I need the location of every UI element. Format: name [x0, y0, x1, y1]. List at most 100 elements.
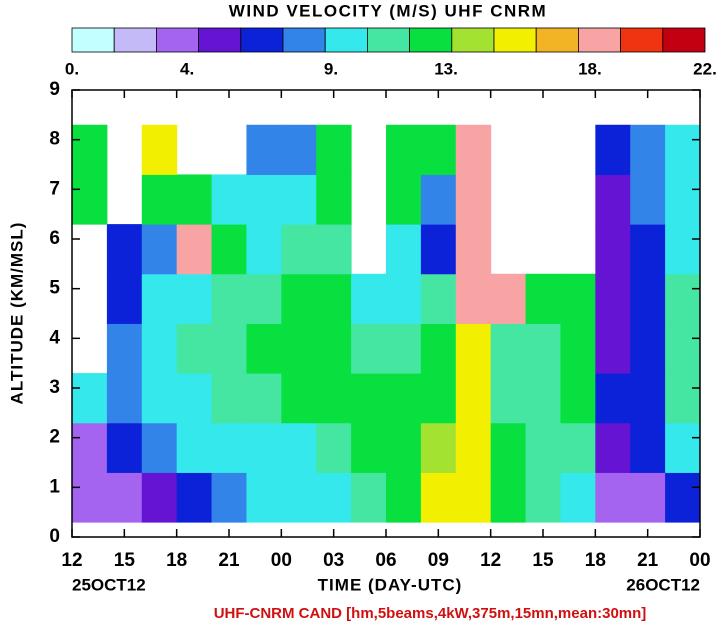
- heat-cell: [351, 273, 387, 324]
- x-tick-label: 00: [689, 550, 710, 571]
- heat-cell: [665, 224, 701, 275]
- heat-cell: [525, 422, 561, 473]
- colorbar-swatch: [198, 27, 242, 53]
- heat-cell: [455, 422, 492, 473]
- colorbar-swatch: [620, 27, 664, 53]
- heat-cell: [420, 224, 457, 275]
- heat-cell: [386, 373, 422, 424]
- heat-cell: [72, 124, 108, 175]
- heat-cell: [246, 373, 282, 424]
- heat-cell: [316, 124, 352, 175]
- heat-cell: [455, 472, 492, 523]
- heat-cell: [351, 422, 387, 473]
- colorbar-swatch: [366, 27, 410, 53]
- heat-cell: [106, 373, 143, 424]
- heat-cell: [106, 224, 143, 275]
- heat-cell: [246, 224, 282, 275]
- heat-cell: [455, 273, 492, 324]
- heat-cell: [560, 373, 596, 424]
- heat-cell: [455, 124, 492, 175]
- heat-cell: [595, 472, 631, 523]
- colorbar-swatch: [113, 27, 157, 53]
- heat-cell: [665, 323, 701, 374]
- heat-cell: [386, 472, 422, 523]
- footer: UHF-CNRM CAND [hm,5beams,4kW,375m,15mn,m…: [214, 605, 647, 622]
- heat-cell: [72, 373, 108, 424]
- y-tick-label: 7: [49, 178, 60, 199]
- heat-cell: [141, 224, 178, 275]
- heat-cell: [420, 273, 457, 324]
- heat-cell: [630, 472, 666, 523]
- x-tick-label: 09: [428, 550, 449, 571]
- x-tick-label: 12: [61, 550, 82, 571]
- colorbar-swatch: [409, 27, 453, 53]
- heat-cell: [386, 224, 422, 275]
- colorbar-swatch: [451, 27, 495, 53]
- heat-cell: [106, 472, 143, 523]
- heat-cell: [72, 174, 108, 225]
- heat-cell: [316, 422, 352, 473]
- x-tick-label: 18: [166, 550, 187, 571]
- heat-cell: [490, 472, 527, 523]
- heat-cell: [246, 174, 282, 225]
- heat-cell: [665, 273, 701, 324]
- heat-cell: [386, 323, 422, 374]
- heat-cell: [106, 422, 143, 473]
- heat-cell: [386, 124, 422, 175]
- heat-cell: [281, 373, 317, 424]
- heat-cell: [630, 422, 666, 473]
- x-tick-label: 21: [637, 550, 659, 571]
- heat-cell: [176, 224, 213, 275]
- heat-cell: [665, 422, 701, 473]
- heat-cell: [211, 472, 247, 523]
- heat-cell: [211, 174, 247, 225]
- colorbar-tick-label: 22.: [693, 59, 717, 78]
- heat-cell: [316, 224, 352, 275]
- heat-cell: [386, 273, 422, 324]
- colorbar-swatch: [282, 27, 326, 53]
- heat-cell: [595, 323, 631, 374]
- heat-cell: [630, 323, 666, 374]
- heat-cell: [176, 422, 213, 473]
- x-axis-label: TIME (DAY-UTC): [318, 575, 463, 594]
- y-tick-label: 1: [49, 476, 60, 497]
- colorbar-swatch: [155, 27, 199, 53]
- heat-cell: [665, 124, 701, 175]
- heat-cell: [141, 174, 178, 225]
- heat-cell: [420, 124, 457, 175]
- heat-cell: [630, 174, 666, 225]
- heat-cell: [386, 422, 422, 473]
- heat-cell: [141, 273, 178, 324]
- heat-cell: [281, 174, 317, 225]
- y-tick-label: 6: [49, 228, 60, 249]
- heat-cell: [595, 373, 631, 424]
- heat-cell: [176, 174, 213, 225]
- heat-cell: [525, 373, 561, 424]
- colorbar-tick-label: 13.: [434, 59, 458, 78]
- heat-cell: [630, 273, 666, 324]
- heat-cell: [595, 273, 631, 324]
- heat-cell: [420, 174, 457, 225]
- heat-cell: [141, 422, 178, 473]
- heat-cell: [630, 373, 666, 424]
- heat-cell: [211, 373, 247, 424]
- colorbar-swatch: [240, 27, 284, 53]
- colorbar-tick-label: 0.: [65, 59, 79, 78]
- heat-cell: [141, 373, 178, 424]
- heat-cell: [420, 472, 457, 523]
- heat-cell: [316, 373, 352, 424]
- heat-cell: [281, 273, 317, 324]
- heat-cell: [211, 224, 247, 275]
- heat-cell: [490, 323, 527, 374]
- heat-cell: [665, 373, 701, 424]
- colorbar-swatch: [535, 27, 579, 53]
- heat-cell: [630, 224, 666, 275]
- x-tick-label: 12: [480, 550, 501, 571]
- heat-cell: [141, 323, 178, 374]
- heat-cell: [665, 174, 701, 225]
- x-tick-label: 15: [532, 550, 554, 571]
- x-tick-label: 15: [114, 550, 136, 571]
- heat-cell: [246, 422, 282, 473]
- heat-cell: [420, 422, 457, 473]
- heat-cell: [665, 472, 701, 523]
